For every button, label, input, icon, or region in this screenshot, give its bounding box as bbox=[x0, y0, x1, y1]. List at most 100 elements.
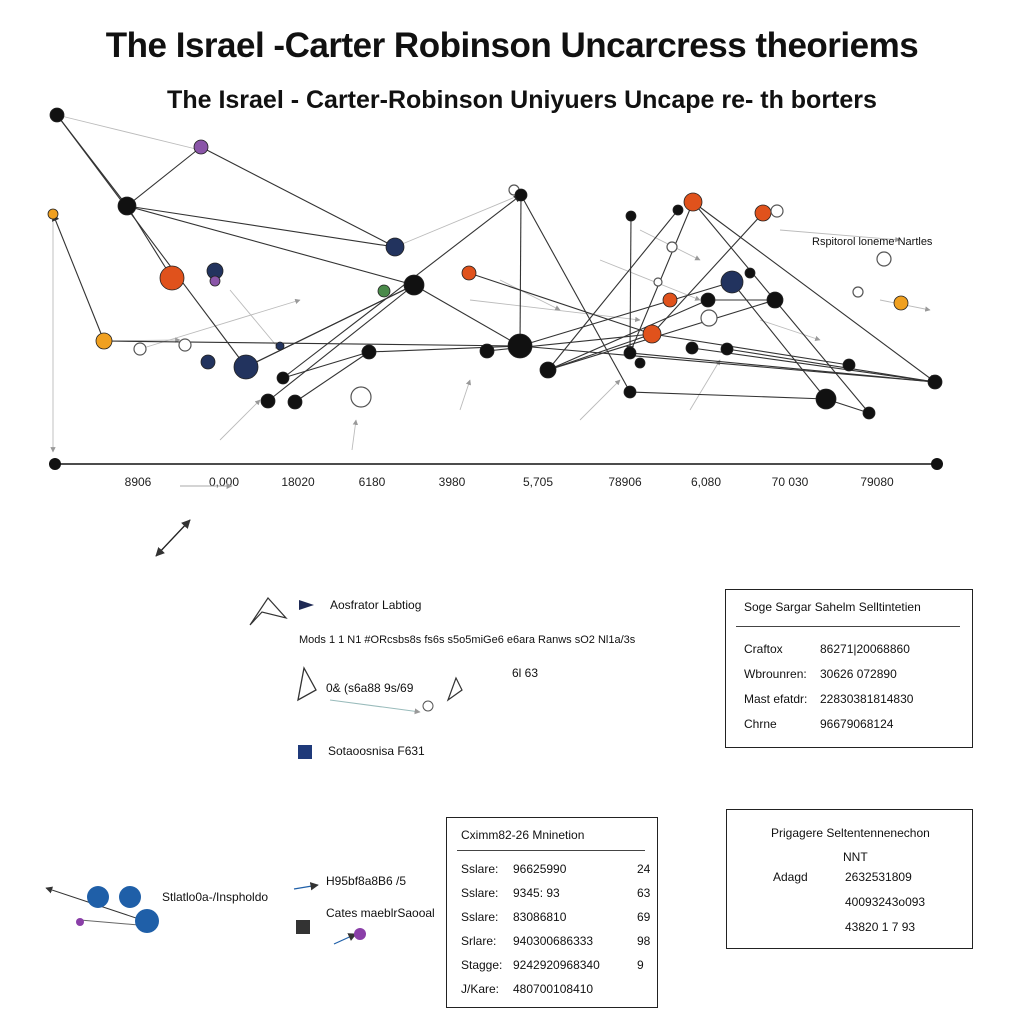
graph-node-ring bbox=[666, 241, 678, 253]
cluster-node-blue-1 bbox=[87, 886, 109, 908]
graph-edge bbox=[691, 347, 936, 383]
graph-edge bbox=[692, 201, 870, 414]
purple-dot bbox=[354, 928, 366, 940]
panel-row-value: 480700108410 bbox=[513, 982, 594, 996]
graph-node-ring bbox=[350, 386, 372, 408]
graph-edge bbox=[629, 352, 936, 383]
graph-edge bbox=[368, 345, 521, 353]
graph-node bbox=[634, 357, 646, 369]
axis-tick-label: 79080 bbox=[860, 475, 894, 489]
graph-node bbox=[507, 333, 533, 359]
legend-faint-arrow bbox=[329, 699, 421, 715]
graph-edge bbox=[126, 205, 396, 250]
graph-edge bbox=[520, 194, 631, 393]
graph-node-ring bbox=[700, 309, 718, 327]
graph-node bbox=[672, 204, 684, 216]
graph-edge bbox=[629, 201, 694, 354]
graph-node bbox=[260, 393, 276, 409]
graph-node bbox=[159, 265, 185, 291]
graph-edge bbox=[267, 284, 415, 402]
faint-edge bbox=[499, 279, 561, 311]
panel-row-label: Chrne bbox=[744, 717, 777, 731]
graph-node bbox=[385, 237, 405, 257]
panel-title: Prigagere Seltentennenechon bbox=[771, 826, 930, 840]
graph-edge bbox=[626, 215, 634, 354]
graph-node bbox=[403, 274, 425, 296]
graph-annotation: Rspitorol loneme Nartles bbox=[812, 236, 933, 248]
graph-node bbox=[662, 292, 678, 308]
graph-node bbox=[275, 341, 285, 351]
info-panel-top-right: Soge Sargar Sahelm Selltintetien Craftox… bbox=[725, 589, 973, 748]
panel-row-value: 30626 072890 bbox=[820, 667, 897, 681]
panel-title: Soge Sargar Sahelm Selltintetien bbox=[744, 600, 921, 614]
graph-node bbox=[539, 361, 557, 379]
graph-node bbox=[720, 342, 734, 356]
cluster-node-blue-3 bbox=[135, 909, 159, 933]
faint-edge bbox=[139, 298, 301, 350]
graph-edge bbox=[56, 114, 247, 368]
graph-node bbox=[479, 343, 495, 359]
panel-row-label: Srlare: bbox=[461, 934, 497, 948]
panel-row-value: 96625990 bbox=[513, 862, 567, 876]
graph-node bbox=[49, 107, 65, 123]
graph-node-ring bbox=[133, 342, 147, 356]
graph-node bbox=[815, 388, 837, 410]
legend-swatch bbox=[298, 745, 312, 759]
axis-tick-label: 5,705 bbox=[523, 475, 553, 489]
panel-row-value: 40093243o093 bbox=[845, 895, 926, 909]
panel-row-label: Craftox bbox=[744, 642, 783, 656]
faint-edge bbox=[229, 289, 281, 351]
graph-node bbox=[625, 210, 637, 222]
panel-row-extra: 24 bbox=[637, 862, 651, 876]
info-panel-bottom-right: Prigagere Seltentennenechon NNT Adagd 263… bbox=[726, 809, 973, 949]
axis-tick-label: 78906 bbox=[608, 475, 642, 489]
cluster-node-purple bbox=[76, 918, 84, 926]
panel-divider bbox=[457, 850, 645, 851]
swatch-label: Cates maeblrSaooal bbox=[326, 906, 435, 920]
double-arrow bbox=[155, 519, 191, 557]
graph-nodes bbox=[47, 107, 943, 420]
graph-edge bbox=[413, 284, 521, 347]
graph-node bbox=[361, 344, 377, 360]
graph-node bbox=[95, 332, 113, 350]
panel-divider bbox=[736, 626, 960, 627]
graph-node bbox=[47, 208, 59, 220]
faint-edge bbox=[759, 319, 821, 342]
graph-node bbox=[461, 265, 477, 281]
faint-edge bbox=[219, 399, 261, 441]
graph-edge bbox=[126, 205, 173, 279]
panel-row-label: Adagd bbox=[773, 870, 808, 884]
graph-edge bbox=[52, 213, 105, 342]
panel-row-value: 9242920968340 bbox=[513, 958, 600, 972]
faint-edge bbox=[579, 379, 621, 421]
graph-edge bbox=[126, 205, 415, 286]
graph-node bbox=[842, 358, 856, 372]
purple-arrow bbox=[333, 933, 357, 945]
info-panel-middle: Cximm82-26 Mninetion Sslare: 96625990 24 Ss… bbox=[446, 817, 658, 1008]
graph-node bbox=[276, 371, 290, 385]
axis-tick-label: 70 030 bbox=[772, 475, 809, 489]
panel-row-value: 940300686333 bbox=[513, 934, 594, 948]
panel-sub: NNT bbox=[843, 850, 868, 864]
legend-label-2-extra: 6l 63 bbox=[512, 666, 539, 680]
graph-node bbox=[514, 188, 528, 202]
faint-edge bbox=[56, 114, 201, 152]
axis-end-left bbox=[49, 458, 61, 470]
graph-node-ring bbox=[770, 204, 784, 218]
cluster-node-blue-2 bbox=[119, 886, 141, 908]
graph-edge bbox=[282, 350, 370, 379]
graph-edges bbox=[52, 114, 936, 414]
dark-swatch bbox=[296, 920, 310, 934]
faint-edge bbox=[351, 419, 359, 451]
panel-row-label: Sslare: bbox=[461, 886, 499, 900]
faint-edge bbox=[459, 379, 472, 411]
graph-node bbox=[766, 291, 784, 309]
legend-label-3: 0& (s6a88 9s/69 bbox=[326, 681, 414, 695]
graph-node bbox=[377, 284, 391, 298]
faint-edge bbox=[689, 359, 721, 411]
graph-node bbox=[233, 354, 259, 380]
graph-node bbox=[700, 292, 716, 308]
graph-edge bbox=[629, 391, 827, 400]
panel-row-value: 83086810 bbox=[513, 910, 567, 924]
